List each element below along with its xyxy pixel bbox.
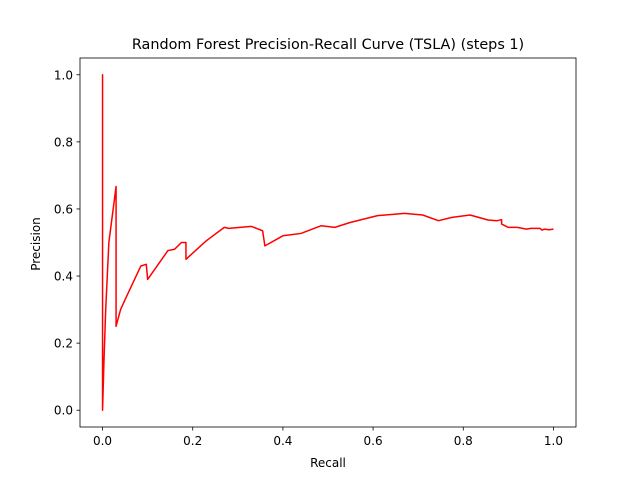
x-tick-label: 1.0 bbox=[544, 434, 563, 448]
y-tick-label: 0.8 bbox=[54, 135, 73, 149]
series-line-0 bbox=[101, 74, 554, 411]
x-tick-label: 0.4 bbox=[273, 434, 292, 448]
x-tick-label: 0.8 bbox=[454, 434, 473, 448]
y-tick-label: 0.2 bbox=[54, 337, 73, 351]
x-tick-label: 0.6 bbox=[364, 434, 383, 448]
y-axis: 0.0 0.2 0.4 0.6 0.8 1.0 bbox=[54, 68, 80, 418]
x-tick-label: 0.2 bbox=[183, 434, 202, 448]
y-tick-label: 0.6 bbox=[54, 202, 73, 216]
axes-frame bbox=[79, 57, 577, 428]
y-tick-label: 1.0 bbox=[54, 68, 73, 82]
plot-area bbox=[101, 74, 554, 411]
chart-title: Random Forest Precision-Recall Curve (TS… bbox=[132, 37, 524, 53]
x-tick-label: 0.0 bbox=[93, 434, 112, 448]
y-tick-label: 0.0 bbox=[54, 404, 73, 418]
x-axis-label: Recall bbox=[310, 456, 346, 470]
x-axis: 0.0 0.2 0.4 0.6 0.8 1.0 bbox=[93, 427, 563, 448]
y-tick-label: 0.4 bbox=[54, 270, 73, 284]
y-axis-label: Precision bbox=[29, 217, 43, 271]
